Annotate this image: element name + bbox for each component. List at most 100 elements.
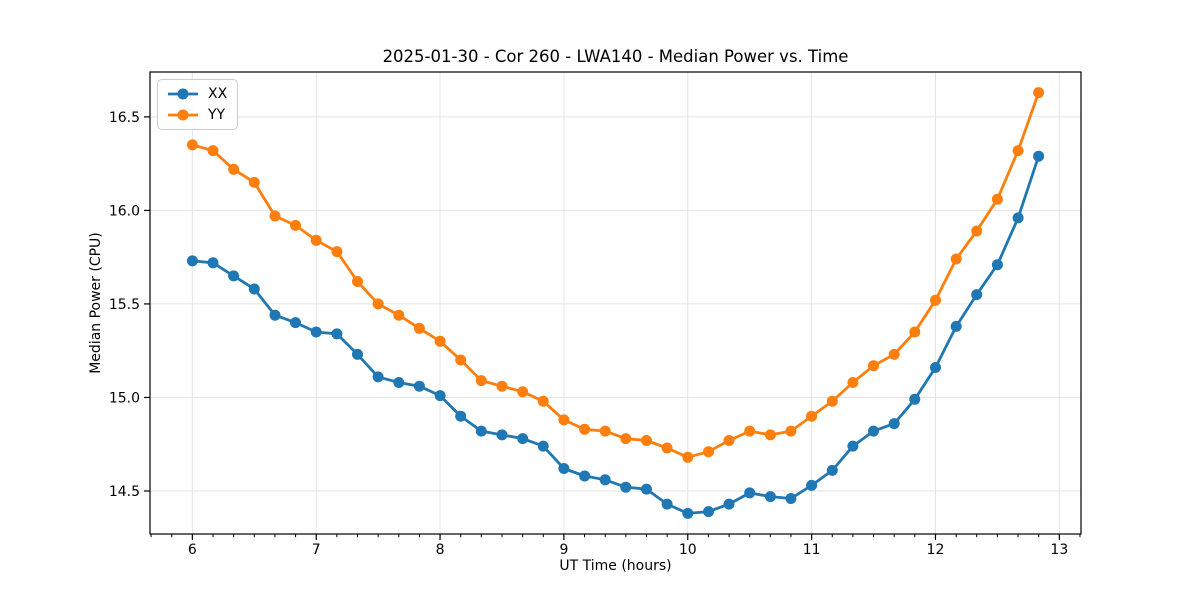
data-point-yy	[785, 425, 797, 437]
data-point-xx	[207, 257, 219, 269]
data-point-xx	[1012, 212, 1024, 224]
data-point-xx	[496, 429, 508, 441]
data-point-yy	[682, 451, 694, 463]
x-tick-label: 8	[436, 542, 445, 558]
x-tick-label: 12	[927, 542, 945, 558]
y-tick-label: 15.5	[109, 297, 140, 313]
data-point-xx	[331, 328, 343, 340]
x-tick-label: 13	[1050, 542, 1068, 558]
data-point-xx	[290, 317, 301, 329]
data-point-yy	[517, 386, 529, 398]
data-point-yy	[868, 360, 879, 372]
x-tick-label: 11	[803, 542, 821, 558]
x-tick-label: 9	[559, 542, 568, 558]
data-point-xx	[806, 479, 818, 491]
data-point-yy	[826, 395, 838, 407]
data-point-yy	[372, 298, 384, 310]
y-tick-label: 15.0	[109, 390, 140, 406]
data-point-xx	[248, 283, 260, 295]
data-point-yy	[310, 234, 322, 246]
legend-line-marker-icon	[168, 109, 198, 121]
x-tick-label: 10	[679, 542, 697, 558]
data-point-xx	[930, 362, 941, 373]
y-axis-label: Median Power (CPU)	[88, 232, 104, 374]
data-point-yy	[909, 326, 921, 338]
data-point-xx	[847, 440, 859, 452]
data-point-yy	[950, 253, 962, 265]
data-point-xx	[620, 481, 632, 493]
x-tick-label: 7	[312, 542, 321, 558]
legend-label-xx: XX	[208, 86, 228, 102]
data-point-yy	[413, 322, 425, 334]
data-point-yy	[537, 395, 549, 407]
data-point-yy	[269, 210, 281, 222]
axes-spines	[149, 71, 1082, 535]
data-point-xx	[703, 506, 714, 518]
data-point-yy	[434, 335, 446, 347]
data-point-yy	[847, 377, 859, 388]
data-point-yy	[599, 425, 611, 437]
data-point-yy	[207, 145, 219, 157]
data-point-xx	[352, 348, 363, 360]
data-point-xx	[909, 393, 921, 405]
data-point-xx	[393, 377, 405, 388]
data-point-yy	[1012, 145, 1024, 157]
y-tick-label: 14.5	[109, 484, 140, 500]
data-point-xx	[269, 309, 281, 321]
data-point-yy	[620, 433, 632, 445]
data-point-xx	[413, 380, 425, 392]
data-point-xx	[826, 464, 838, 476]
data-point-yy	[806, 410, 818, 422]
data-point-xx	[579, 470, 591, 482]
data-point-yy	[475, 375, 487, 387]
data-point-xx	[971, 289, 983, 301]
legend-item-yy: YY	[167, 106, 227, 124]
data-point-xx	[641, 483, 652, 495]
data-point-xx	[228, 270, 240, 282]
data-point-yy	[455, 354, 467, 366]
data-point-yy	[744, 425, 756, 437]
data-point-yy	[888, 348, 900, 360]
data-point-yy	[723, 435, 735, 446]
data-point-xx	[372, 371, 384, 383]
data-point-xx	[991, 259, 1003, 271]
data-point-yy	[641, 435, 652, 446]
data-point-yy	[290, 219, 301, 231]
data-point-xx	[186, 255, 198, 267]
data-point-yy	[1033, 87, 1045, 99]
data-point-xx	[888, 418, 900, 430]
legend-line-marker-icon	[168, 88, 198, 100]
data-point-yy	[930, 294, 941, 306]
data-point-xx	[310, 326, 322, 338]
data-point-xx	[682, 507, 694, 519]
data-point-xx	[558, 463, 570, 474]
data-point-yy	[579, 423, 591, 435]
data-point-yy	[558, 414, 570, 426]
data-point-yy	[331, 246, 343, 258]
data-point-xx	[661, 498, 673, 510]
data-point-yy	[661, 442, 673, 454]
data-point-yy	[971, 225, 983, 237]
legend-item-xx: XX	[167, 85, 227, 103]
data-point-yy	[991, 193, 1003, 205]
data-point-yy	[764, 429, 776, 441]
data-point-xx	[434, 390, 446, 402]
y-tick-label: 16.0	[109, 203, 140, 219]
data-point-yy	[186, 139, 198, 151]
data-point-yy	[248, 176, 260, 188]
x-tick-label: 6	[188, 542, 197, 558]
data-point-yy	[703, 446, 714, 458]
data-point-xx	[455, 410, 467, 422]
data-point-yy	[393, 309, 405, 321]
data-point-xx	[744, 487, 756, 499]
y-tick-label: 16.5	[109, 110, 140, 126]
data-point-xx	[475, 425, 487, 437]
data-point-xx	[1033, 150, 1045, 162]
data-point-yy	[228, 163, 240, 175]
data-point-yy	[352, 276, 363, 287]
x-axis-label: UT Time (hours)	[559, 558, 672, 574]
legend-label-yy: YY	[208, 107, 226, 123]
data-point-xx	[517, 433, 529, 445]
